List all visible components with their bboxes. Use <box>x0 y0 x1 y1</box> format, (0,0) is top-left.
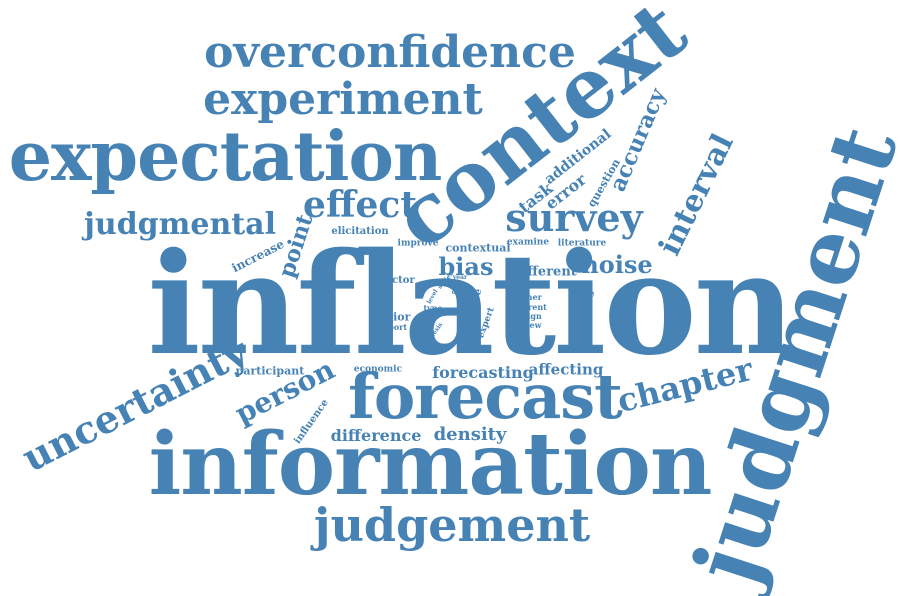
word-survey: survey <box>505 195 643 240</box>
word-judgmental: judgmental <box>84 207 276 242</box>
word-elicitation: elicitation <box>331 226 389 237</box>
word-improve: improve <box>397 238 439 249</box>
word-work: work <box>432 281 450 288</box>
word-differ: differ <box>451 289 471 296</box>
word-price: price <box>449 282 467 289</box>
word-contextual: contextual <box>445 241 511 255</box>
word-prior: prior <box>379 310 411 324</box>
word-higher: higher <box>512 292 542 302</box>
word-review: review <box>512 320 542 330</box>
word-examine: examine <box>506 237 550 248</box>
word-factor: factor <box>381 275 415 286</box>
word-report: report <box>378 322 408 332</box>
word-expectation: expectation <box>8 117 443 197</box>
word-judgement: judgement <box>313 498 591 552</box>
word-different: different <box>513 264 577 280</box>
word-affecting: affecting <box>528 360 604 379</box>
word-overconfidence: overconfidence <box>204 27 576 78</box>
word-forecast: forecast <box>348 360 623 433</box>
word-current: current <box>513 302 547 312</box>
word-participant: participant <box>235 364 305 378</box>
word-bias: bias <box>438 252 494 281</box>
word-effect: effect <box>303 184 417 226</box>
word-density: density <box>433 424 507 445</box>
word-noise: noise <box>581 250 653 279</box>
word-year: year <box>452 274 468 281</box>
word-literature: literature <box>557 238 607 249</box>
word-difference: difference <box>330 426 422 445</box>
word-economic: economic <box>353 364 403 375</box>
word-experiment: experiment <box>203 74 483 125</box>
word-forecasting: forecasting <box>432 363 534 382</box>
word-inflation: inflation <box>147 223 795 387</box>
word-information: information <box>148 414 713 515</box>
word-design: design <box>512 311 542 321</box>
word-type: type <box>423 303 443 313</box>
